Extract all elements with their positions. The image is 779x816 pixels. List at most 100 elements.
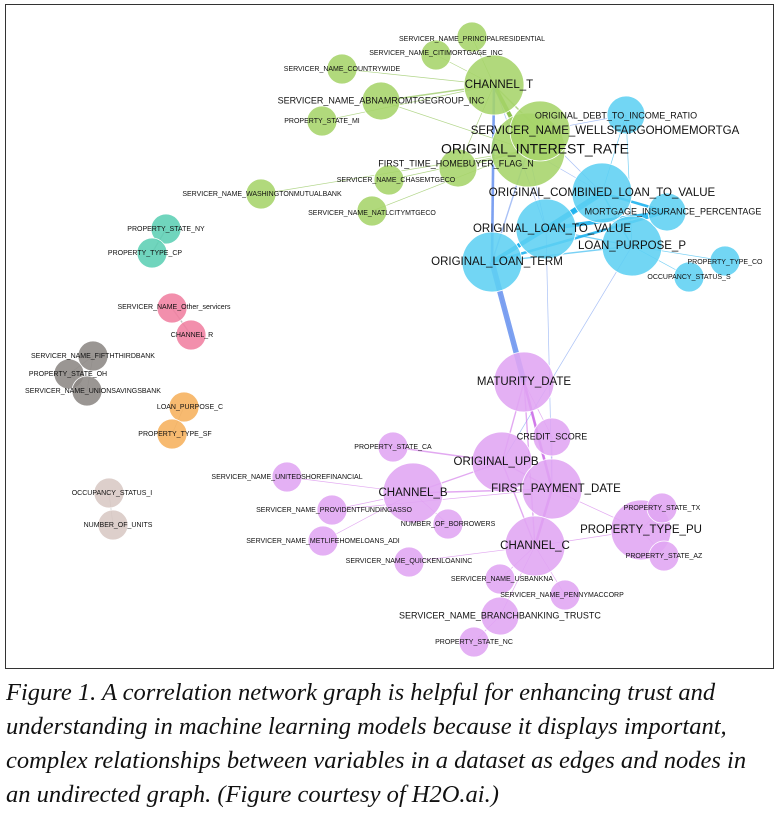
node-channel-b[interactable] <box>382 462 444 524</box>
node-original-loan-term[interactable] <box>461 231 523 293</box>
node-occupancy-status-s[interactable] <box>673 261 705 293</box>
node-original-debt-to-income-ratio[interactable] <box>606 95 646 135</box>
node-label: SERVICER_NAME_FIFTHTHIRDBANK <box>31 353 155 360</box>
figure-frame: SERVICER_NAME_PRINCIPALRESIDENTIAL SERVIC… <box>5 4 774 669</box>
node-servicer-name-branchbanking-trustc[interactable] <box>480 596 520 636</box>
node-label: SERVICER_NAME_METLIFEHOMELOANS_ADI <box>246 538 400 545</box>
node-property-type-co[interactable] <box>709 245 741 277</box>
node-loan-purpose-p[interactable] <box>601 215 663 277</box>
node-label: SERVICER_NAME_CITIMORTGAGE_INC <box>369 50 503 57</box>
node-servicer-name-citimortgage-inc[interactable] <box>420 39 452 71</box>
node-label: PROPERTY_STATE_TX <box>624 505 701 512</box>
node-label: PROPERTY_STATE_AZ <box>626 553 703 560</box>
node-servicer-name-chasemtgeco[interactable] <box>373 164 405 196</box>
node-property-state-nc[interactable] <box>458 626 490 658</box>
node-label: CHANNEL_R <box>171 332 213 339</box>
node-property-state-ny[interactable] <box>150 213 182 245</box>
node-channel-t[interactable] <box>463 54 525 116</box>
node-label: LOAN_PURPOSE_P <box>578 240 686 252</box>
node-label: ORIGINAL_LOAN_TO_VALUE <box>473 223 631 235</box>
node-first-time-homebuyer-flag-n[interactable] <box>438 148 478 188</box>
node-servicer-name-principalresidential[interactable] <box>456 21 488 53</box>
node-label: OCCUPANCY_STATUS_I <box>72 490 153 497</box>
node-label: PROPERTY_TYPE_CP <box>108 250 183 257</box>
node-label: OCCUPANCY_STATUS_S <box>647 274 731 281</box>
node-label: PROPERTY_TYPE_SF <box>138 431 211 438</box>
node-label: CREDIT_SCORE <box>517 431 588 441</box>
node-servicer-name-washingtonmutualbank[interactable] <box>245 178 277 210</box>
node-servicer-name-abnamromtgegroup-inc[interactable] <box>361 81 401 121</box>
node-servicer-name-other-servicers[interactable] <box>156 292 188 324</box>
node-channel-r[interactable] <box>175 319 207 351</box>
node-channel-c[interactable] <box>504 515 566 577</box>
node-label: NUMBER_OF_BORROWERS <box>401 521 496 528</box>
node-label: PROPERTY_TYPE_PU <box>580 524 702 536</box>
node-credit-score[interactable] <box>532 417 572 457</box>
node-servicer-name-usbankna[interactable] <box>484 563 516 595</box>
node-label: ORIGINAL_INTEREST_RATE <box>441 141 629 157</box>
correlation-network-graph: SERVICER_NAME_PRINCIPALRESIDENTIAL SERVIC… <box>25 21 764 658</box>
node-servicer-name-unionsavingsbank[interactable] <box>71 375 103 407</box>
node-original-combined-loan-to-value[interactable] <box>571 162 633 224</box>
node-original-loan-to-value[interactable] <box>515 198 577 260</box>
node-label: PROPERTY_STATE_MI <box>284 118 360 125</box>
node-maturity-date[interactable] <box>493 351 555 413</box>
node-label: PROPERTY_STATE_CA <box>354 444 432 451</box>
node-label: PROPERTY_STATE_NC <box>435 639 513 646</box>
node-property-state-tx[interactable] <box>646 492 678 524</box>
node-label: SERVICER_NAME_NATLCITYMTGECO <box>308 210 436 217</box>
node-label: SERVICER_NAME_UNIONSAVINGSBANK <box>25 388 161 395</box>
node-servicer-name-quickenloaninc[interactable] <box>393 546 425 578</box>
node-servicer-name-pennymaccorp[interactable] <box>549 579 581 611</box>
node-property-state-az[interactable] <box>648 540 680 572</box>
node-property-state-mi[interactable] <box>306 105 338 137</box>
node-label: CHANNEL_T <box>465 79 533 91</box>
node-loan-purpose-c[interactable] <box>168 391 200 423</box>
node-label: SERVICER_NAME_CHASEMTGECO <box>337 177 456 184</box>
node-label: SERVICER_NAME_WASHINGTONMUTUALBANK <box>182 191 342 198</box>
node-number-of-borrowers[interactable] <box>432 508 464 540</box>
node-servicer-name-wellsfargohomemortga[interactable] <box>509 100 571 162</box>
node-label: CHANNEL_B <box>378 487 447 499</box>
node-label: PROPERTY_TYPE_CO <box>688 259 764 266</box>
node-mortgage-insurance-percentage[interactable] <box>647 192 687 232</box>
node-label: ORIGINAL_DEBT_TO_INCOME_RATIO <box>535 110 697 120</box>
node-property-state-ca[interactable] <box>377 431 409 463</box>
node-label: PROPERTY_STATE_NY <box>127 226 205 233</box>
node-number-of-units[interactable] <box>97 509 129 541</box>
edge-n17-n35 <box>501 245 633 463</box>
node-label: ORIGINAL_LOAN_TERM <box>431 256 563 268</box>
node-label: CHANNEL_C <box>500 540 570 552</box>
node-servicer-name-natlcitymtgeco[interactable] <box>356 195 388 227</box>
node-label: SERVICER_NAME_Other_servicers <box>117 304 231 311</box>
node-label: SERVICER_NAME_COUNTRYWIDE <box>284 66 401 73</box>
node-servicer-name-providentfundingasso[interactable] <box>316 494 348 526</box>
node-label: NUMBER_OF_UNITS <box>84 522 153 529</box>
node-label: SERVICER_NAME_BRANCHBANKING_TRUSTC <box>399 610 601 620</box>
node-original-upb[interactable] <box>471 431 533 493</box>
node-label: SERVICER_NAME_ABNAMROMTGEGROUP_INC <box>278 95 485 105</box>
node-property-type-sf[interactable] <box>156 418 188 450</box>
node-label: SERVICER_NAME_UNITEDSHOREFINANCIAL <box>211 474 362 481</box>
node-label: SERVICER_NAME_WELLSFARGOHOMEMORTGA <box>471 125 740 137</box>
node-label: MATURITY_DATE <box>477 376 571 388</box>
node-label: FIRST_PAYMENT_DATE <box>491 483 621 495</box>
node-label: SERVICER_NAME_PROVIDENTFUNDINGASSO <box>256 507 412 514</box>
node-label: SERVICER_NAME_PRINCIPALRESIDENTIAL <box>399 36 545 43</box>
node-first-payment-date[interactable] <box>521 458 583 520</box>
node-property-type-cp[interactable] <box>136 237 168 269</box>
node-label: PROPERTY_STATE_OH <box>29 371 107 378</box>
node-label: FIRST_TIME_HOMEBUYER_FLAG_N <box>378 158 534 168</box>
node-label: ORIGINAL_COMBINED_LOAN_TO_VALUE <box>489 187 716 199</box>
node-servicer-name-unitedshorefinancial[interactable] <box>271 461 303 493</box>
nodes-layer <box>53 21 741 658</box>
node-label: SERVICER_NAME_PENNYMACCORP <box>500 592 624 599</box>
node-servicer-name-fifththirdbank[interactable] <box>77 340 109 372</box>
node-servicer-name-metlifehomeloans-adi[interactable] <box>307 525 339 557</box>
node-label: MORTGAGE_INSURANCE_PERCENTAGE <box>585 206 762 216</box>
figure-caption: Figure 1. A correlation network graph is… <box>6 679 747 808</box>
node-label: SERVICER_NAME_USBANKNA <box>451 576 554 583</box>
node-occupancy-status-i[interactable] <box>93 477 125 509</box>
node-label: ORIGINAL_UPB <box>454 456 539 468</box>
node-servicer-name-countrywide[interactable] <box>326 53 358 85</box>
